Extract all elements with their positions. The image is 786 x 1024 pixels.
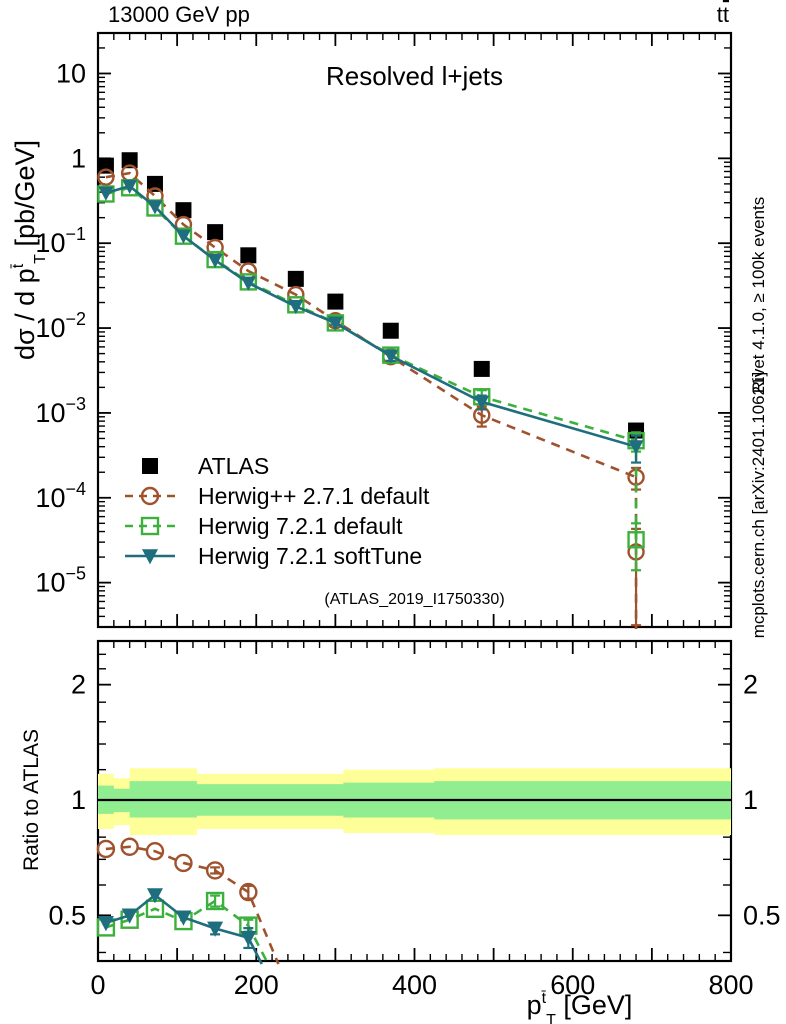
x-tick-label: 400 xyxy=(392,970,437,1000)
marker-triangle-down xyxy=(240,276,256,291)
marker-square-filled xyxy=(327,293,344,310)
marker-square-filled xyxy=(240,247,257,264)
marker-triangle-down xyxy=(122,179,138,195)
series-herwig-7-2-1-softtune xyxy=(98,179,644,464)
ratio-series-herwig-7-2-1-softtune xyxy=(97,888,263,965)
marker-circle-open xyxy=(140,486,160,506)
y-tick-label: 10−3 xyxy=(35,394,86,428)
marker-square-filled xyxy=(473,360,490,377)
marker-triangle-down xyxy=(327,316,343,331)
x-tick-label: 600 xyxy=(550,970,595,1000)
marker-triangle-down xyxy=(146,888,163,904)
ratio-axis-title: Ratio to ATLAS xyxy=(20,729,43,871)
marker-triangle-down xyxy=(628,440,644,455)
marker-triangle-down xyxy=(474,395,490,410)
marker-circle-open xyxy=(205,861,225,880)
marker-square-filled xyxy=(121,152,138,169)
y-tick-label: 10−1 xyxy=(35,224,86,258)
legend-entry-3[interactable]: Herwig 7.2.1 softTune xyxy=(125,543,422,569)
marker-circle-open xyxy=(97,168,115,186)
marker-square-filled xyxy=(382,322,399,339)
ratio-series-herwig-7-2-1-default xyxy=(96,891,270,965)
marker-triangle-down xyxy=(175,229,191,244)
svg-text:dσ / d pt̄T [pb/GeV]: dσ / d pt̄T [pb/GeV] xyxy=(10,140,49,360)
marker-square-open xyxy=(205,891,225,911)
legend-label: Herwig 7.2.1 default xyxy=(198,513,403,539)
y-tick-label: 1 xyxy=(71,143,86,173)
marker-square-filled xyxy=(287,270,304,287)
marker-square-filled xyxy=(142,458,158,474)
x-axis-title: pt̄T [GeV] xyxy=(527,990,633,1024)
legend-entry-0[interactable]: ATLAS xyxy=(142,453,269,479)
marker-triangle-down xyxy=(383,349,399,364)
y-tick-label: 10 xyxy=(56,58,86,88)
x-tick-label: 200 xyxy=(234,970,279,1000)
marker-square-filled xyxy=(207,224,224,241)
y-tick-label: 10−4 xyxy=(35,479,86,513)
marker-triangle-down xyxy=(147,200,163,215)
marker-triangle-down xyxy=(121,908,138,924)
marker-triangle-down xyxy=(288,300,304,315)
marker-triangle-down xyxy=(240,930,257,947)
rivet-version-label: Rivet 4.1.0, ≥ 100k events xyxy=(749,197,768,393)
legend-label: ATLAS xyxy=(198,453,269,479)
marker-square-filled xyxy=(175,202,192,219)
legend-entry-1[interactable]: Herwig++ 2.7.1 default xyxy=(125,483,430,509)
marker-triangle-down xyxy=(207,253,223,269)
legend-entry-2[interactable]: Herwig 7.2.1 default xyxy=(125,513,403,539)
series-line xyxy=(105,171,638,629)
series-herwig-7-2-1-default xyxy=(97,179,645,572)
marker-circle-open xyxy=(96,839,116,859)
ratio-y-tick-label-right: 0.5 xyxy=(743,900,781,930)
marker-circle-open xyxy=(120,837,139,856)
y-axis-title: dσ / d pt̄T [pb/GeV] xyxy=(10,140,49,360)
y-tick-label: 10−5 xyxy=(35,564,86,598)
marker-circle-open xyxy=(174,853,193,873)
marker-triangle-down xyxy=(98,186,114,201)
marker-circle-open xyxy=(145,842,165,861)
marker-circle-open xyxy=(239,882,258,902)
marker-triangle-down xyxy=(142,549,158,565)
x-tick-label: 800 xyxy=(708,970,753,1000)
ratio-y-tick-label: 2 xyxy=(71,670,86,700)
marker-square-filled xyxy=(146,175,163,192)
series-atlas xyxy=(97,152,645,439)
x-tick-label: 0 xyxy=(90,970,105,1000)
process-label: tt xyxy=(717,2,729,27)
legend-label: Herwig++ 2.7.1 default xyxy=(198,483,430,509)
marker-triangle-down xyxy=(97,916,114,932)
y-tick-label: 10−2 xyxy=(35,309,86,343)
mcplots-source-label: mcplots.cern.ch [arXiv:2401.10621] xyxy=(749,372,768,638)
analysis-watermark: (ATLAS_2019_I1750330) xyxy=(324,591,504,608)
ratio-y-tick-label-right: 1 xyxy=(743,785,758,815)
marker-square-open xyxy=(97,185,115,203)
marker-square-open xyxy=(627,531,645,549)
ratio-y-tick-label: 1 xyxy=(71,785,86,815)
ratio-y-tick-label: 0.5 xyxy=(48,900,86,930)
beam-energy-label: 13000 GeV pp xyxy=(108,2,250,27)
legend-label: Herwig 7.2.1 softTune xyxy=(198,543,422,569)
marker-triangle-down xyxy=(207,921,224,937)
marker-square-open xyxy=(140,516,160,536)
ratio-y-tick-label-right: 2 xyxy=(743,670,758,700)
marker-triangle-down xyxy=(175,910,192,926)
ratio-series-herwig-2-7-1-default xyxy=(96,837,280,965)
plot-title: Resolved l+jets xyxy=(326,61,503,91)
